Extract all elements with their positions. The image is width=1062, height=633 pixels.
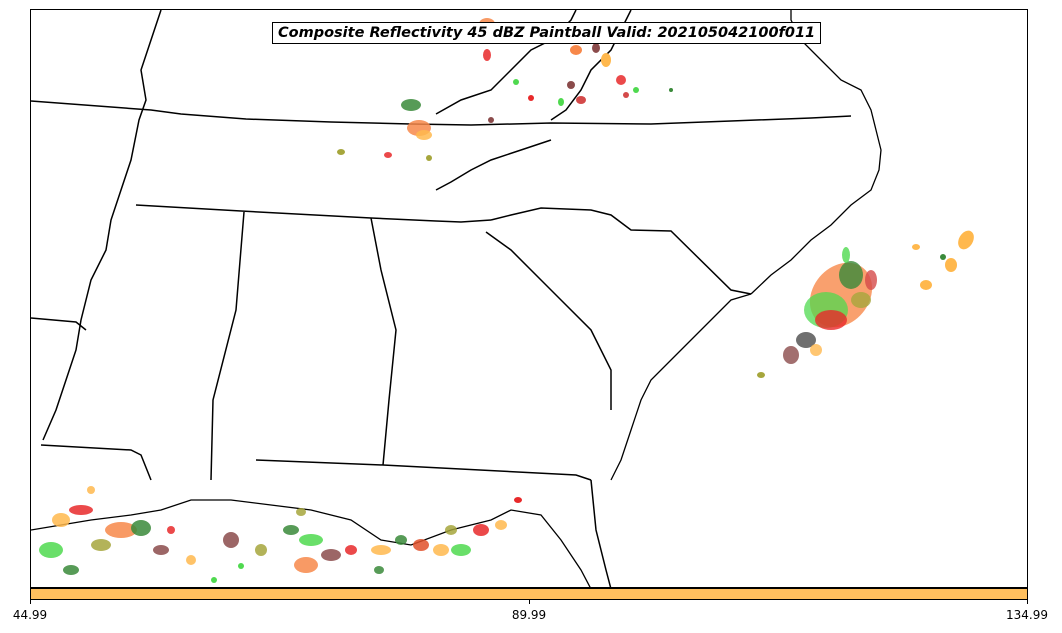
coastline <box>31 10 882 587</box>
colorbar-tick-min <box>30 600 31 604</box>
paintball-cluster-east <box>757 230 974 378</box>
colorbar-label-min: 44.99 <box>12 608 48 622</box>
paintball-cluster-south <box>39 486 522 583</box>
map-title: Composite Reflectivity 45 dBZ Paintball … <box>272 22 822 44</box>
colorbar-label-max: 134.99 <box>1006 608 1048 622</box>
map-canvas <box>31 10 974 587</box>
state-borders <box>31 10 852 587</box>
paintball-cluster-north <box>337 18 673 161</box>
colorbar-tick-max <box>1027 600 1028 604</box>
colorbar-tick-mid <box>529 600 530 604</box>
colorbar-label-mid: 89.99 <box>511 608 547 622</box>
colorbar <box>30 588 1028 600</box>
map-panel: Composite Reflectivity 45 dBZ Paintball … <box>30 9 1028 588</box>
